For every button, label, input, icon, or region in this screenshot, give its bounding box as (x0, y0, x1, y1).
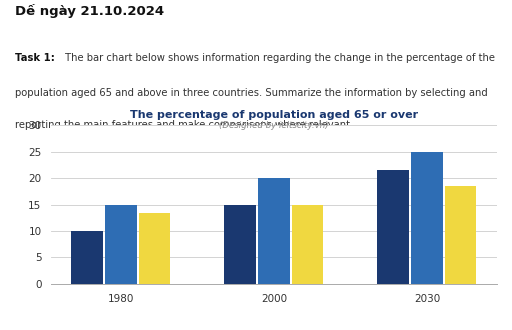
Bar (139, 213, 170, 284)
Bar (377, 170, 409, 284)
Bar (224, 205, 256, 284)
Bar (258, 178, 290, 284)
Bar (72, 231, 103, 284)
Text: Dế ngày 21.10.2024: Dế ngày 21.10.2024 (15, 4, 164, 18)
Text: (Designed by ieltscity.vn): (Designed by ieltscity.vn) (219, 121, 329, 130)
Bar (445, 186, 476, 284)
Text: The percentage of population aged 65 or over: The percentage of population aged 65 or … (130, 111, 418, 120)
Text: reporting the main features and make comparisons where relevant.: reporting the main features and make com… (15, 120, 354, 130)
Text: population aged 65 and above in three countries. Summarize the information by se: population aged 65 and above in three co… (15, 88, 488, 98)
Text: The bar chart below shows information regarding the change in the percentage of : The bar chart below shows information re… (62, 53, 496, 63)
Bar (105, 205, 137, 284)
Bar (411, 152, 443, 284)
Bar (292, 205, 324, 284)
Text: Task 1:: Task 1: (15, 53, 55, 63)
